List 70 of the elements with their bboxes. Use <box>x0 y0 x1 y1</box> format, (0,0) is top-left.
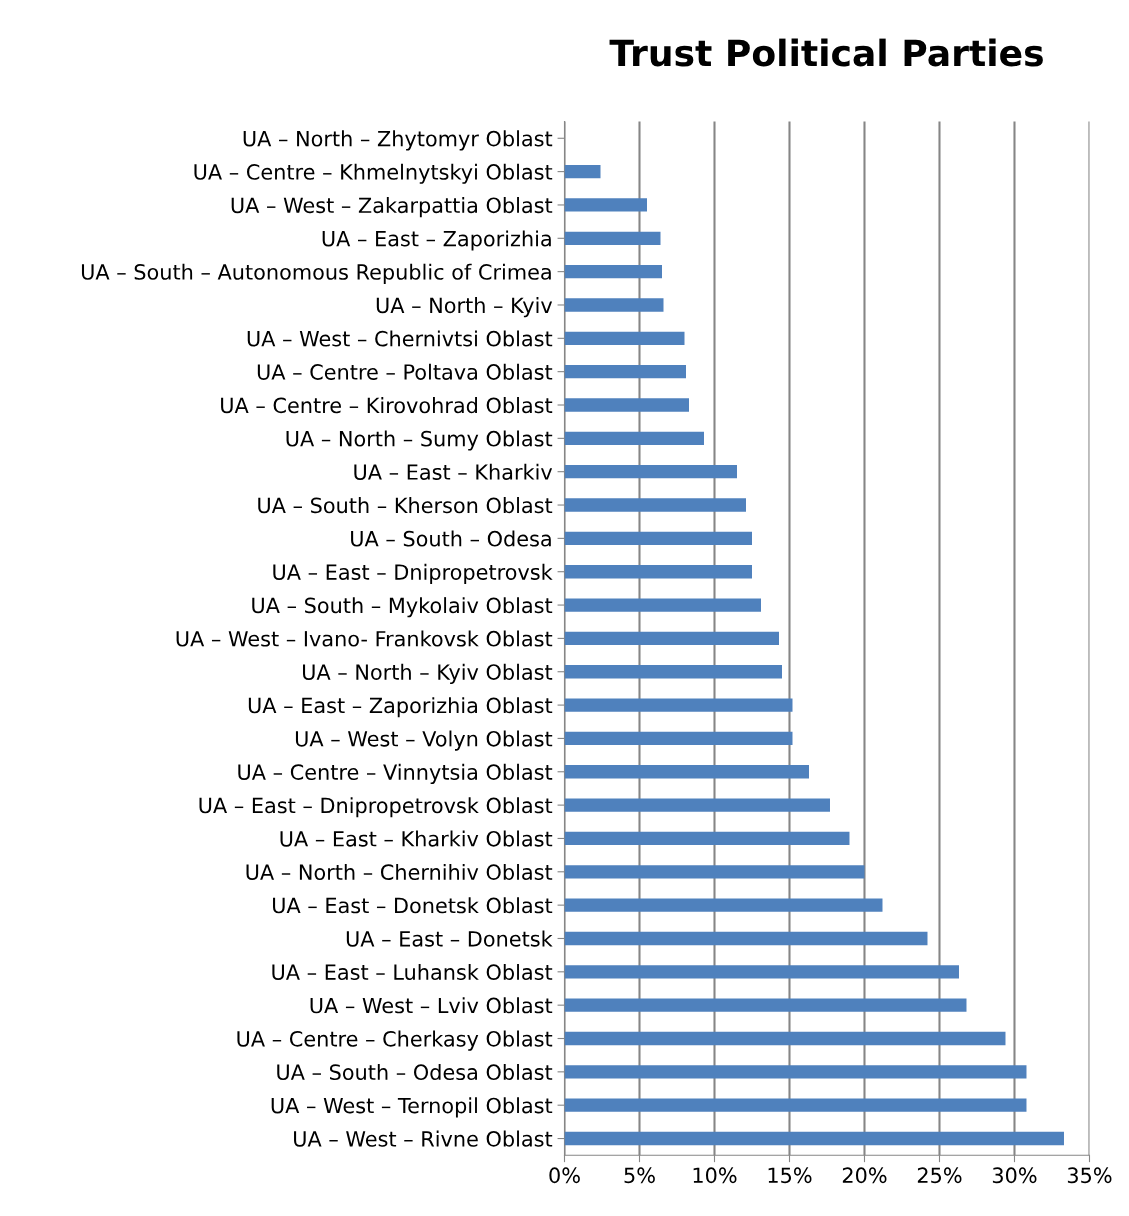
bar <box>564 665 782 679</box>
bar <box>564 731 793 746</box>
bar <box>564 1098 1027 1112</box>
y-tick-label: UA – West – Lviv Oblast <box>310 997 553 1014</box>
bar <box>564 298 664 312</box>
chart-title: Trust Political Parties <box>609 38 1043 67</box>
x-tick-label: 30% <box>992 1167 1037 1184</box>
bar <box>564 598 761 612</box>
y-tick-label: UA – West – Ternopil Oblast <box>271 1097 553 1118</box>
bar <box>564 798 830 812</box>
y-tick-label: UA – South – Kherson Oblast <box>258 497 553 514</box>
y-tick-label: UA – North – Chernihiv Oblast <box>246 863 553 880</box>
y-tick-label: UA – West – Rivne Oblast <box>294 1130 553 1147</box>
y-tick-label: UA – East – Zaporizhia Oblast <box>248 697 553 718</box>
bar <box>564 498 746 512</box>
y-tick-label: UA – West – Chernivtsi Oblast <box>247 330 553 347</box>
bar <box>564 365 686 379</box>
x-tick-label: 20% <box>842 1167 887 1184</box>
x-tick-label: 10% <box>693 1167 737 1184</box>
y-tick-label: UA – East – Kharkiv <box>354 463 553 480</box>
y-tick-label: UA – East – Donetsk <box>346 930 553 947</box>
y-tick-label: UA – South – Autonomous Republic of Crimea <box>81 263 551 284</box>
y-tick-label: UA – Centre – Poltava Oblast <box>257 363 553 380</box>
bar <box>564 631 779 646</box>
y-tick-label: UA – West – Zakarpattia Oblast <box>231 197 553 218</box>
y-tick-label: UA – West – Volyn Oblast <box>295 730 553 751</box>
bar <box>564 1031 1006 1046</box>
y-tick-label: UA – East – Zaporizhia <box>322 230 551 251</box>
bar <box>564 231 661 245</box>
y-tick-label: UA – North – Sumy Oblast <box>286 430 553 451</box>
y-tick-label: UA – North – Kyiv Oblast <box>303 663 553 684</box>
bar <box>564 865 865 879</box>
y-tick-label: UA – East – Luhansk Oblast <box>272 963 553 981</box>
bar <box>564 398 689 412</box>
bar <box>564 1065 1027 1079</box>
x-tick-label: 0% <box>549 1167 580 1184</box>
y-tick-label: UA – East – Kharkiv Oblast <box>280 830 553 847</box>
bar <box>564 965 959 979</box>
y-tick-label: UA – North – Zhytomyr Oblast <box>243 130 553 151</box>
y-tick-label: UA – East – Dnipropetrovsk Oblast <box>199 797 553 818</box>
bar <box>564 998 967 1012</box>
x-tick-label: 15% <box>768 1167 812 1184</box>
bar <box>564 565 752 579</box>
y-tick-label: UA – East – Donetsk Oblast <box>273 897 553 914</box>
bar <box>564 331 685 345</box>
y-tick-label: UA – Centre – Vinnytsia Oblast <box>238 763 553 785</box>
bar <box>564 698 793 712</box>
bar <box>564 198 647 212</box>
bar <box>564 164 601 179</box>
y-tick-label: UA – Centre – Cherkasy Oblast <box>237 1030 553 1051</box>
y-tick-label: UA – Centre – Khmelnytskyi Oblast <box>194 163 553 184</box>
y-tick-label: UA – South – Odesa Oblast <box>277 1063 553 1081</box>
y-tick-label: UA – West – Ivano- Frankovsk Oblast <box>176 630 553 647</box>
bar <box>564 531 752 546</box>
bar <box>564 898 883 912</box>
y-tick-label: UA – South – Odesa <box>351 530 551 547</box>
y-tick-label: UA – Centre – Kirovohrad Oblast <box>221 397 553 414</box>
bar <box>564 931 928 946</box>
x-tick-label: 35% <box>1067 1167 1112 1184</box>
y-tick-label: UA – North – Kyiv <box>376 297 553 318</box>
bar <box>564 831 850 846</box>
y-tick-label: UA – South – Mykolaiv Oblast <box>252 597 553 618</box>
x-tick-label: 25% <box>917 1167 962 1184</box>
bar <box>564 765 809 779</box>
bar <box>564 264 662 279</box>
bar <box>564 1131 1064 1146</box>
bar <box>564 465 737 479</box>
x-tick-label: 5% <box>624 1167 655 1184</box>
y-tick-label: UA – East – Dnipropetrovsk <box>273 563 553 584</box>
bar <box>564 431 704 446</box>
